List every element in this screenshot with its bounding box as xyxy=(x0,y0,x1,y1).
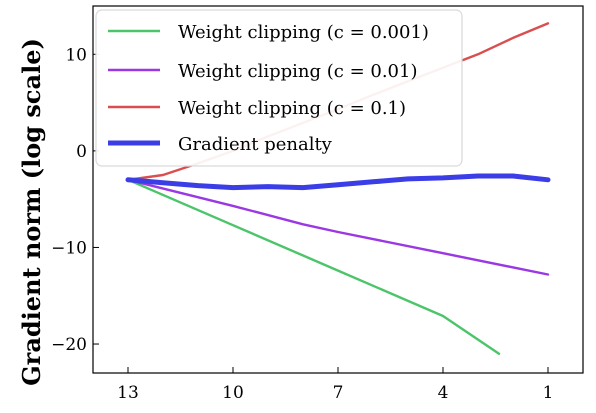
series-lines xyxy=(125,22,551,355)
legend: Weight clipping (c = 0.001) Weight clippi… xyxy=(95,9,463,167)
x-tick-label: 1 xyxy=(543,383,554,403)
x-tick-label: 13 xyxy=(117,383,139,403)
series-line-weight-clipping-0001 xyxy=(126,178,501,355)
y-tick-label: −20 xyxy=(51,335,87,355)
x-tick-label: 4 xyxy=(438,383,449,403)
x-tick-label: 10 xyxy=(222,383,244,403)
series-line-weight-clipping-001 xyxy=(126,178,550,276)
legend-box xyxy=(95,9,463,167)
legend-label-gradient-penalty: Gradient penalty xyxy=(178,134,333,155)
legend-label-weight-clipping-0001: Weight clipping (c = 0.001) xyxy=(178,22,429,43)
y-tick-label: 0 xyxy=(76,142,87,162)
y-tick-label: 10 xyxy=(65,45,87,65)
x-tick-label: 7 xyxy=(333,383,344,403)
series-line-gradient-penalty xyxy=(125,173,551,191)
y-axis-label: Gradient norm (log scale) xyxy=(17,38,46,386)
axes: 13 10 7 4 1 10 0 −10 −20 xyxy=(51,5,584,403)
legend-label-weight-clipping-01: Weight clipping (c = 0.1) xyxy=(178,98,406,119)
y-tick-label: −10 xyxy=(51,238,87,258)
legend-label-weight-clipping-001: Weight clipping (c = 0.01) xyxy=(178,61,417,82)
